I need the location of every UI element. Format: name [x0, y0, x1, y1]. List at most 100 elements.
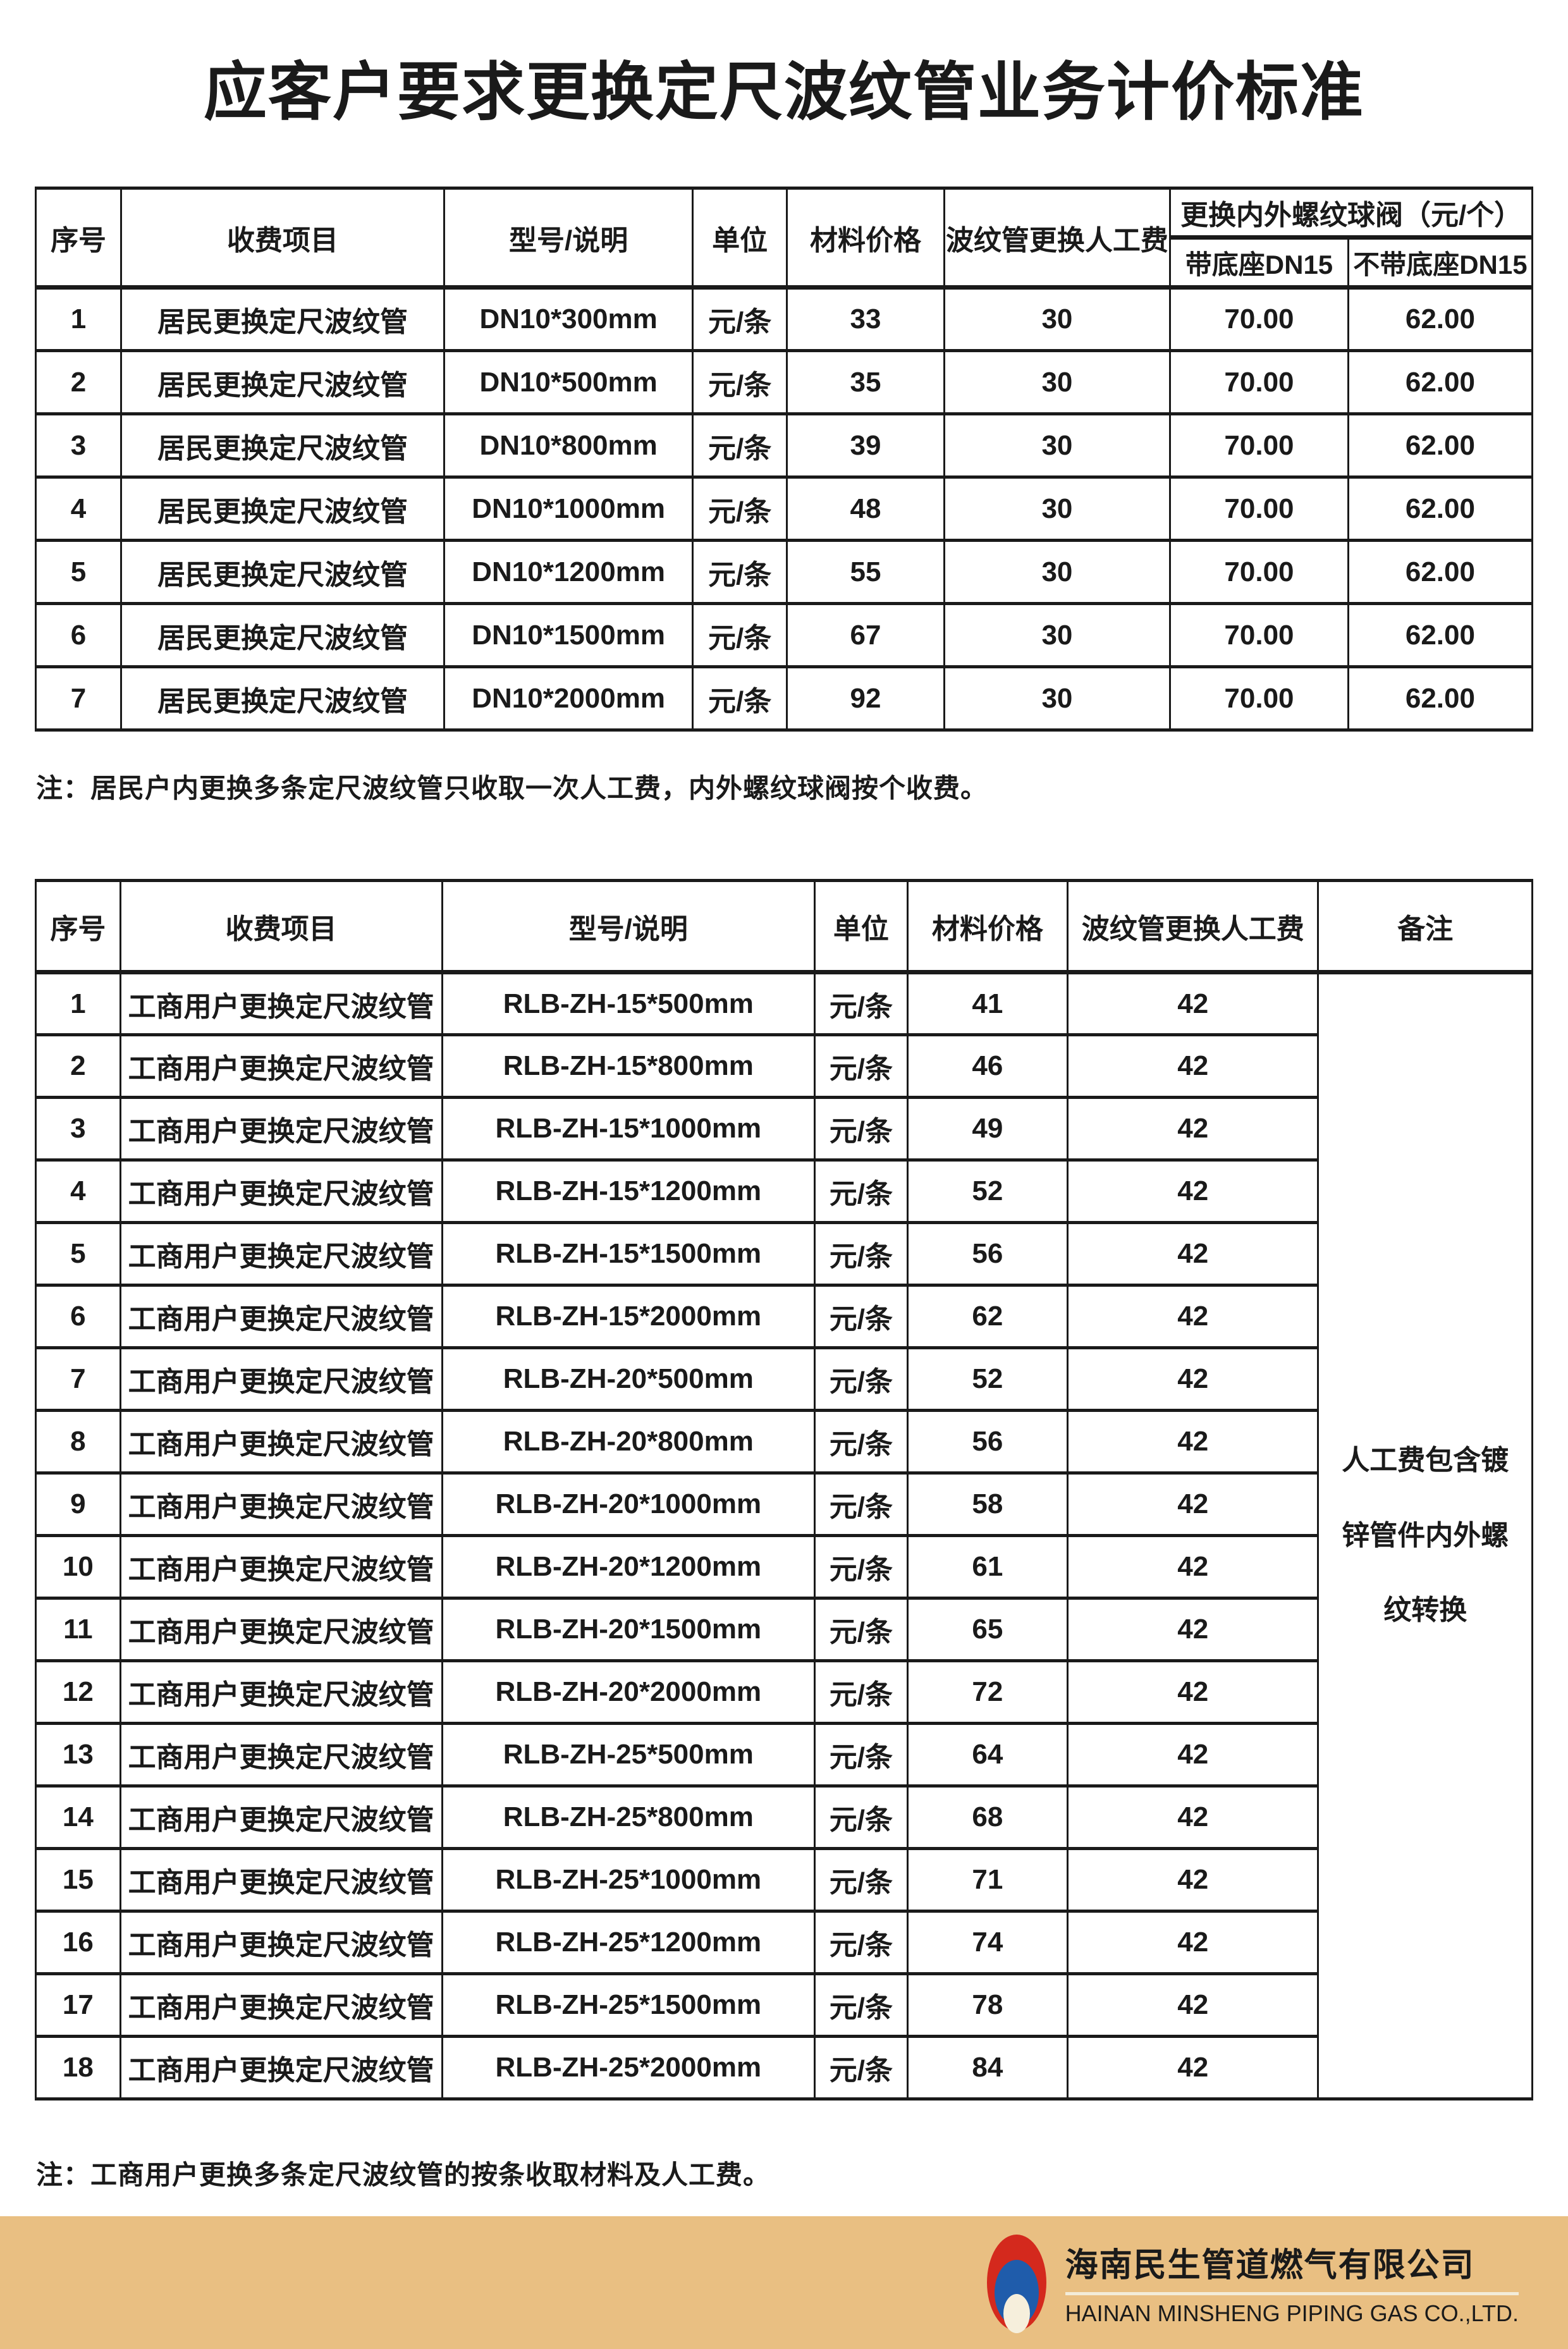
cell-unit: 元/条 — [814, 1409, 909, 1475]
table-row: 17 工商用户更换定尺波纹管 RLB-ZH-25*1500mm 元/条 78 4… — [35, 1972, 1533, 2038]
cell-model: DN10*1200mm — [443, 539, 694, 605]
cell-unit: 元/条 — [814, 1534, 909, 1600]
company-logo: 海南民生管道燃气有限公司 HAINAN MINSHENG PIPING GAS … — [986, 2235, 1519, 2333]
table-row: 14 工商用户更换定尺波纹管 RLB-ZH-25*800mm 元/条 68 42 — [35, 1784, 1533, 1850]
cell-item: 工商用户更换定尺波纹管 — [119, 971, 443, 1036]
cell-index: 9 — [35, 1471, 121, 1537]
header-row: 序号 收费项目 型号/说明 单位 材料价格 波纹管更换人工费 更换内外螺纹球阀（… — [35, 187, 1533, 290]
cell-index: 3 — [35, 412, 122, 479]
header-index: 序号 — [35, 879, 121, 974]
table-row: 4 居民更换定尺波纹管 DN10*1000mm 元/条 48 30 70.00 … — [35, 475, 1534, 542]
table-row: 16 工商用户更换定尺波纹管 RLB-ZH-25*1200mm 元/条 74 4… — [35, 1910, 1533, 1975]
cell-index: 12 — [35, 1659, 121, 1725]
cell-unit: 元/条 — [814, 1910, 909, 1975]
cell-labor: 30 — [943, 349, 1172, 415]
cell-labor: 42 — [1067, 1409, 1320, 1475]
cell-valve-with-base: 70.00 — [1169, 602, 1349, 668]
cell-index: 13 — [35, 1722, 121, 1788]
page-title: 应客户要求更换定尺波纹管业务计价标准 — [204, 57, 1364, 128]
cell-item: 工商用户更换定尺波纹管 — [119, 1597, 443, 1662]
cell-material-price: 72 — [906, 1659, 1069, 1725]
table-row: 7 工商用户更换定尺波纹管 RLB-ZH-20*500mm 元/条 52 42 — [35, 1346, 1533, 1412]
cell-material-price: 64 — [906, 1722, 1069, 1788]
table-row: 7 居民更换定尺波纹管 DN10*2000mm 元/条 92 30 70.00 … — [35, 665, 1534, 732]
table-row: 3 工商用户更换定尺波纹管 RLB-ZH-15*1000mm 元/条 49 42 — [35, 1096, 1533, 1162]
cell-material-price: 41 — [906, 971, 1069, 1036]
cell-labor: 30 — [943, 412, 1172, 479]
cell-item: 工商用户更换定尺波纹管 — [119, 1033, 443, 1099]
cell-unit: 元/条 — [692, 412, 788, 479]
cell-material-price: 62 — [906, 1284, 1069, 1349]
cell-unit: 元/条 — [814, 1784, 909, 1850]
cell-material-price: 46 — [906, 1033, 1069, 1099]
cell-item: 工商用户更换定尺波纹管 — [119, 1784, 443, 1850]
cell-model: RLB-ZH-15*500mm — [441, 971, 816, 1036]
cell-valve-without-base: 62.00 — [1347, 602, 1534, 668]
header-valve-without-base: 不带底座DN15 — [1347, 236, 1534, 290]
cell-material-price: 49 — [906, 1096, 1069, 1162]
table-row: 5 居民更换定尺波纹管 DN10*1200mm 元/条 55 30 70.00 … — [35, 539, 1534, 605]
cell-valve-without-base: 62.00 — [1347, 412, 1534, 479]
cell-material-price: 39 — [786, 412, 945, 479]
cell-unit: 元/条 — [814, 1597, 909, 1662]
cell-labor: 30 — [943, 475, 1172, 542]
cell-model: DN10*2000mm — [443, 665, 694, 732]
cell-model: RLB-ZH-15*2000mm — [441, 1284, 816, 1349]
header-unit: 单位 — [692, 187, 788, 290]
cell-unit: 元/条 — [814, 1158, 909, 1224]
table-row: 2 工商用户更换定尺波纹管 RLB-ZH-15*800mm 元/条 46 42 — [35, 1033, 1533, 1099]
cell-material-price: 56 — [906, 1409, 1069, 1475]
table-row: 2 居民更换定尺波纹管 DN10*500mm 元/条 35 30 70.00 6… — [35, 349, 1534, 415]
cell-index: 8 — [35, 1409, 121, 1475]
cell-item: 工商用户更换定尺波纹管 — [119, 1346, 443, 1412]
cell-unit: 元/条 — [692, 286, 788, 352]
cell-index: 3 — [35, 1096, 121, 1162]
header-material-price: 材料价格 — [786, 187, 945, 290]
cell-model: RLB-ZH-20*1000mm — [441, 1471, 816, 1537]
cell-index: 1 — [35, 286, 122, 352]
cell-item: 工商用户更换定尺波纹管 — [119, 1221, 443, 1287]
cell-labor: 42 — [1067, 1096, 1320, 1162]
cell-item: 居民更换定尺波纹管 — [119, 349, 446, 415]
cell-index: 2 — [35, 1033, 121, 1099]
cell-model: RLB-ZH-15*1500mm — [441, 1221, 816, 1287]
cell-model: DN10*800mm — [443, 412, 694, 479]
table-row: 1 居民更换定尺波纹管 DN10*300mm 元/条 33 30 70.00 6… — [35, 286, 1534, 352]
cell-labor: 42 — [1067, 1972, 1320, 2038]
cell-model: RLB-ZH-20*800mm — [441, 1409, 816, 1475]
cell-model: RLB-ZH-20*2000mm — [441, 1659, 816, 1725]
table-row: 18 工商用户更换定尺波纹管 RLB-ZH-25*2000mm 元/条 84 4… — [35, 2035, 1533, 2101]
residential-table-body: 1 居民更换定尺波纹管 DN10*300mm 元/条 33 30 70.00 6… — [35, 286, 1534, 732]
cell-unit: 元/条 — [814, 1471, 909, 1537]
cell-unit: 元/条 — [814, 1722, 909, 1788]
cell-index: 5 — [35, 539, 122, 605]
cell-valve-without-base: 62.00 — [1347, 539, 1534, 605]
cell-model: RLB-ZH-25*1200mm — [441, 1910, 816, 1975]
cell-model: DN10*1500mm — [443, 602, 694, 668]
header-material-price: 材料价格 — [906, 879, 1069, 974]
cell-material-price: 65 — [906, 1597, 1069, 1662]
cell-index: 16 — [35, 1910, 121, 1975]
cell-model: RLB-ZH-25*800mm — [441, 1784, 816, 1850]
cell-labor: 42 — [1067, 1534, 1320, 1600]
cell-unit: 元/条 — [814, 1284, 909, 1349]
cell-labor: 30 — [943, 286, 1172, 352]
cell-index: 6 — [35, 1284, 121, 1349]
cell-item: 工商用户更换定尺波纹管 — [119, 1158, 443, 1224]
header-unit: 单位 — [814, 879, 909, 974]
cell-item: 居民更换定尺波纹管 — [119, 665, 446, 732]
cell-labor: 42 — [1067, 1597, 1320, 1662]
cell-material-price: 52 — [906, 1346, 1069, 1412]
cell-model: DN10*500mm — [443, 349, 694, 415]
table-row: 10 工商用户更换定尺波纹管 RLB-ZH-20*1200mm 元/条 61 4… — [35, 1534, 1533, 1600]
cell-unit: 元/条 — [814, 1847, 909, 1913]
cell-labor: 42 — [1067, 1221, 1320, 1287]
header-valve-with-base: 带底座DN15 — [1169, 236, 1349, 290]
cell-index: 15 — [35, 1847, 121, 1913]
cell-unit: 元/条 — [814, 1096, 909, 1162]
cell-material-price: 55 — [786, 539, 945, 605]
table-row: 3 居民更换定尺波纹管 DN10*800mm 元/条 39 30 70.00 6… — [35, 412, 1534, 479]
header-item: 收费项目 — [119, 879, 443, 974]
cell-labor: 42 — [1067, 1847, 1320, 1913]
cell-valve-with-base: 70.00 — [1169, 349, 1349, 415]
